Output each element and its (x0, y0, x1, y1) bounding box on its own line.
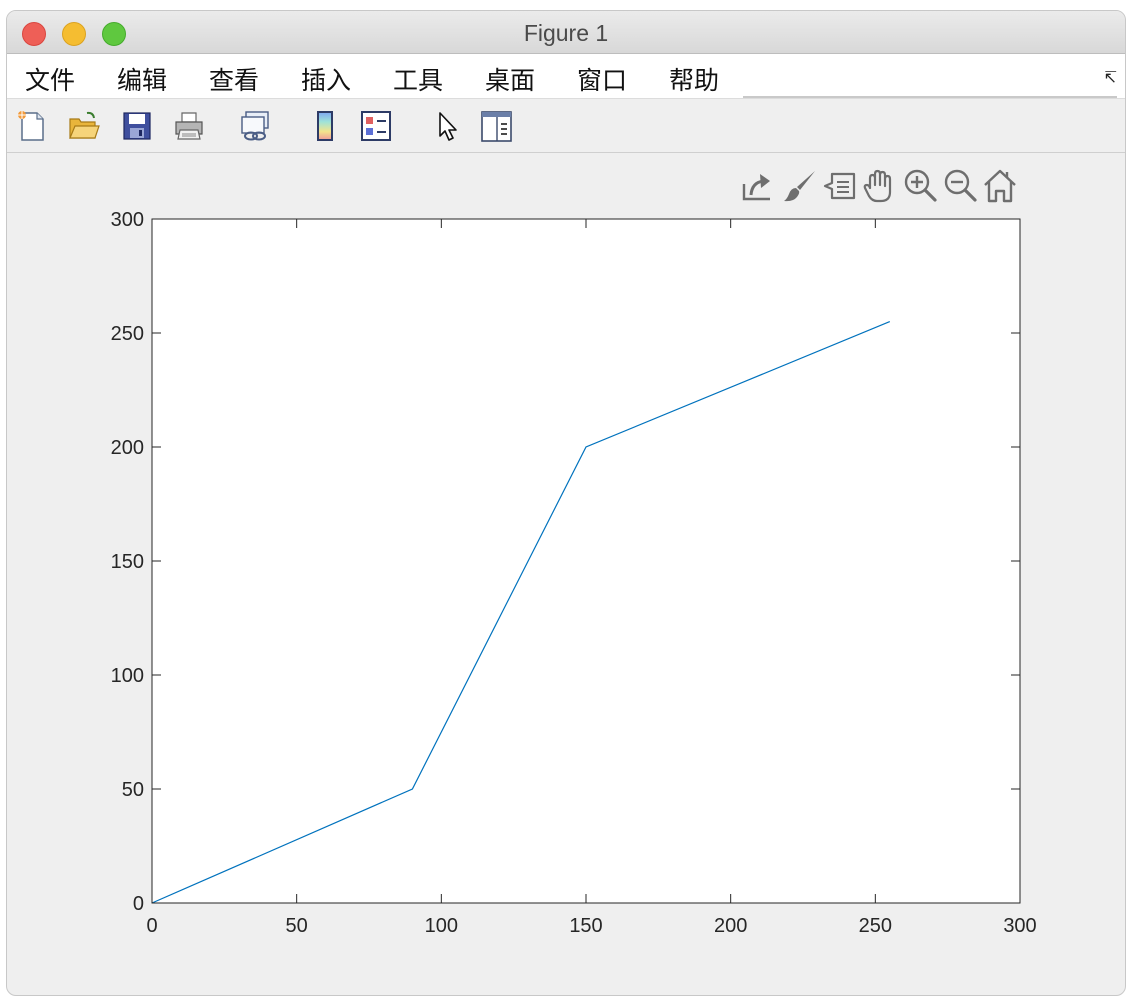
link-plot-icon[interactable] (238, 109, 272, 143)
window-title: Figure 1 (523, 20, 609, 46)
restore-view-home-icon[interactable] (982, 168, 1018, 204)
edit-plot-pointer-icon[interactable] (432, 109, 466, 143)
open-file-icon[interactable] (67, 109, 101, 143)
menu-help[interactable]: 帮助 (669, 66, 720, 95)
dock-arrow-icon[interactable]: ↸ (1103, 68, 1117, 87)
menu-bar: 文件 编辑 查看 插入 工具 桌面 窗口 帮助 ↸ (7, 54, 1125, 98)
minimize-window-button[interactable] (62, 22, 86, 46)
zoom-out-icon[interactable] (942, 168, 978, 204)
close-window-button[interactable] (22, 22, 46, 46)
property-inspector-icon[interactable] (479, 109, 513, 143)
new-figure-icon[interactable] (15, 109, 49, 143)
pan-hand-icon[interactable] (862, 168, 898, 204)
title-bar: Figure 1 (7, 11, 1125, 54)
brush-icon[interactable] (782, 168, 818, 204)
maximize-window-button[interactable] (102, 22, 126, 46)
legend-icon[interactable] (359, 109, 393, 143)
menu-insert[interactable]: 插入 (301, 66, 352, 95)
menu-divider (743, 96, 1117, 98)
zoom-in-icon[interactable] (902, 168, 938, 204)
menu-file[interactable]: 文件 (25, 66, 76, 95)
print-icon[interactable] (172, 109, 206, 143)
menu-desktop[interactable]: 桌面 (485, 66, 536, 95)
export-icon[interactable] (740, 168, 776, 204)
data-tips-icon[interactable] (822, 168, 858, 204)
save-icon[interactable] (120, 109, 154, 143)
figure-window: Figure 1 文件 编辑 查看 插入 工具 桌面 窗口 帮助 ↸ (6, 10, 1126, 996)
menu-view[interactable]: 查看 (209, 66, 260, 95)
menu-tools[interactable]: 工具 (393, 66, 444, 95)
axes-toolbar (740, 168, 1022, 204)
menu-edit[interactable]: 编辑 (117, 66, 168, 95)
colorbar-icon[interactable] (309, 109, 343, 143)
figure-toolbar (7, 98, 1125, 153)
menu-window[interactable]: 窗口 (577, 66, 628, 95)
